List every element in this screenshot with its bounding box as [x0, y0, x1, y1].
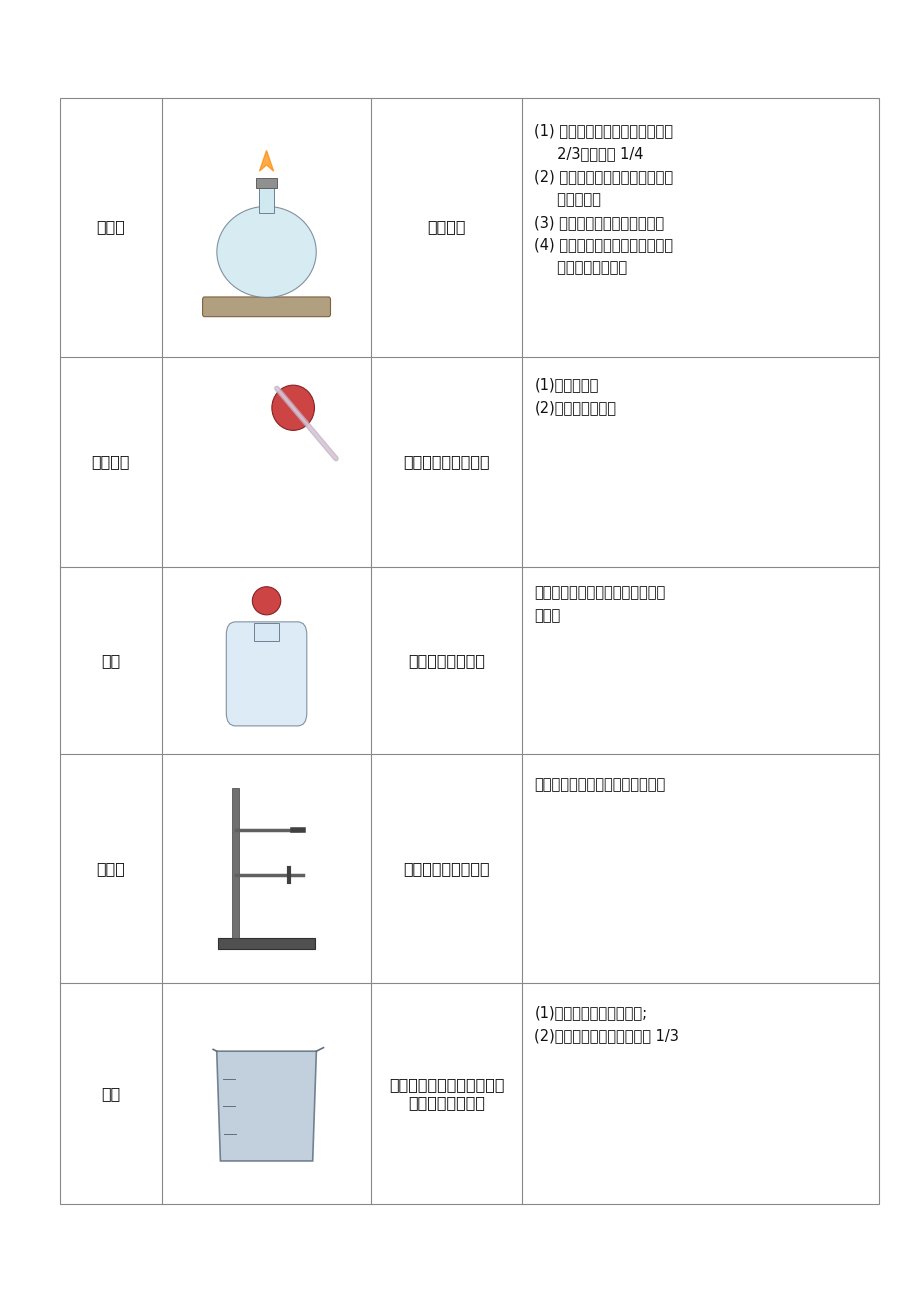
Polygon shape [217, 1051, 316, 1161]
Text: (1)垂直悬空；
(2)用前用后要清洗: (1)垂直悬空； (2)用前用后要清洗 [534, 378, 616, 415]
Text: 酒精灯: 酒精灯 [96, 220, 125, 234]
Text: (1)放在石棉网上进行加热;
(2)加液量一般不超过容积的 1/3: (1)放在石棉网上进行加热; (2)加液量一般不超过容积的 1/3 [534, 1005, 678, 1043]
Text: 盛放少量液体药品: 盛放少量液体药品 [408, 652, 484, 668]
Text: 胶头滴管: 胶头滴管 [92, 454, 130, 469]
Text: 吸取和滴加少量液体: 吸取和滴加少量液体 [403, 454, 490, 469]
Text: 滴瓶上的滴管与滴瓶配套使用，不
用清洗: 滴瓶上的滴管与滴瓶配套使用，不 用清洗 [534, 586, 665, 624]
Polygon shape [259, 151, 273, 171]
Ellipse shape [217, 207, 316, 297]
Text: 滴瓶: 滴瓶 [101, 652, 120, 668]
Ellipse shape [272, 385, 314, 431]
Text: (1) 添加酒精不超过酒精灯容积的
     2/3，不少于 1/4
(2) 严禁用燃着的酒精灯去点燃另
     一只酒精灯
(3) 用酒精灯的外焰给物质加热: (1) 添加酒精不超过酒精灯容积的 2/3，不少于 1/4 (2) 严禁用燃着的… [534, 124, 673, 275]
Bar [255, 177, 277, 187]
Text: 铁架台: 铁架台 [96, 861, 125, 876]
Text: 夹持玻璃仪器不能太紧，以防破裂: 夹持玻璃仪器不能太紧，以防破裂 [534, 777, 665, 792]
Bar [233, 788, 239, 939]
Text: 用于溶解或配制溶液和较大
量试剂的反应容器: 用于溶解或配制溶液和较大 量试剂的反应容器 [389, 1078, 504, 1109]
FancyBboxPatch shape [202, 297, 330, 316]
Bar [218, 939, 315, 949]
Text: 固定和支持各种仪器: 固定和支持各种仪器 [403, 861, 490, 876]
Bar [254, 624, 278, 642]
Ellipse shape [252, 587, 280, 615]
FancyBboxPatch shape [226, 622, 306, 727]
Text: 加热仪器: 加热仪器 [427, 220, 465, 234]
Bar [259, 187, 273, 214]
Bar [60, 98, 878, 1204]
Text: 烧杯: 烧杯 [101, 1086, 120, 1101]
